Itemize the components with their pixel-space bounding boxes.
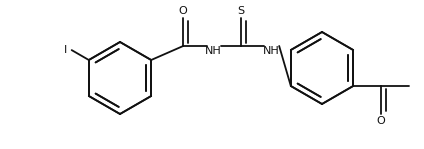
Text: I: I [64,45,67,55]
Text: NH: NH [263,46,279,56]
Text: S: S [237,6,245,16]
Text: NH: NH [205,46,222,56]
Text: O: O [377,116,385,126]
Text: O: O [179,6,187,16]
